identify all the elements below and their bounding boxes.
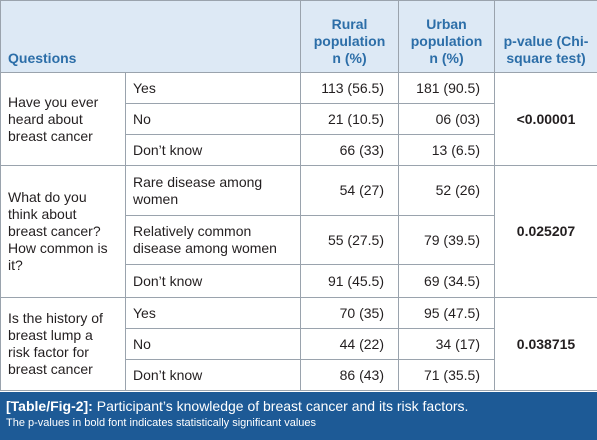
caption: [Table/Fig-2]: Participant’s knowledge o… <box>0 392 597 440</box>
table: Questions Rural population n (%) Urban p… <box>0 0 597 391</box>
urban-cell: 95 (47.5) <box>398 297 495 329</box>
urban-cell: 181 (90.5) <box>398 72 495 104</box>
answer-cell: Relatively common disease among women <box>125 215 301 265</box>
header-cell: Urban population n (%) <box>398 0 495 73</box>
caption-title: [Table/Fig-2]: Participant’s knowledge o… <box>6 397 591 415</box>
header-cell: p-value (Chi-square test) <box>494 0 597 73</box>
answer-cell: Rare disease among women <box>125 165 301 216</box>
rural-cell: 113 (56.5) <box>300 72 399 104</box>
answer-cell: Yes <box>125 72 301 104</box>
table-row: Don’t know 86 (43) 71 (35.5) <box>1 359 597 391</box>
caption-label: [Table/Fig-2]: <box>6 398 93 414</box>
table-row: No 21 (10.5) 06 (03) <box>1 103 597 135</box>
p-value-cell: 0.025207 <box>494 165 597 298</box>
table-body: Have you ever heard about breast cancer Y… <box>0 72 597 391</box>
question-cell: Have you ever heard about breast cancer <box>0 72 126 166</box>
answer-cell: Yes <box>125 297 301 329</box>
answer-cell: Don’t know <box>125 264 301 298</box>
urban-cell: 71 (35.5) <box>398 359 495 391</box>
rural-cell: 44 (22) <box>300 328 399 360</box>
table-row: Don’t know 66 (33) 13 (6.5) <box>1 134 597 166</box>
caption-note: The p-values in bold font indicates stat… <box>6 417 316 429</box>
answer-cell: Don’t know <box>125 359 301 391</box>
answer-cell: Don’t know <box>125 134 301 166</box>
urban-cell: 13 (6.5) <box>398 134 495 166</box>
rural-cell: 21 (10.5) <box>300 103 399 135</box>
rural-cell: 66 (33) <box>300 134 399 166</box>
header-row: Questions Rural population n (%) Urban p… <box>0 0 597 73</box>
urban-cell: 79 (39.5) <box>398 215 495 265</box>
answer-cell: No <box>125 103 301 135</box>
urban-cell: 52 (26) <box>398 165 495 216</box>
table-row: What do you think about breast cancer? H… <box>0 165 597 298</box>
rural-cell: 70 (35) <box>300 297 399 329</box>
p-value-cell: <0.00001 <box>494 72 597 166</box>
p-value-cell: 0.038715 <box>494 297 597 391</box>
question-cell: Is the history of breast lump a risk fac… <box>0 297 126 391</box>
rural-cell: 91 (45.5) <box>300 264 399 298</box>
rural-cell: 86 (43) <box>300 359 399 391</box>
question-cell: What do you think about breast cancer? H… <box>0 165 126 298</box>
rural-cell: 54 (27) <box>300 165 399 216</box>
urban-cell: 06 (03) <box>398 103 495 135</box>
caption-text: Participant’s knowledge of breast cancer… <box>96 398 469 414</box>
table-row: Have you ever heard about breast cancer Y… <box>0 72 597 166</box>
urban-cell: 34 (17) <box>398 328 495 360</box>
urban-cell: 69 (34.5) <box>398 264 495 298</box>
header-cell: Questions <box>0 0 301 73</box>
table-row: Is the history of breast lump a risk fac… <box>0 297 597 391</box>
rural-cell: 55 (27.5) <box>300 215 399 265</box>
table-row: Don’t know 91 (45.5) 69 (34.5) <box>1 264 597 298</box>
answer-cell: No <box>125 328 301 360</box>
header-cell: Rural population n (%) <box>300 0 399 73</box>
